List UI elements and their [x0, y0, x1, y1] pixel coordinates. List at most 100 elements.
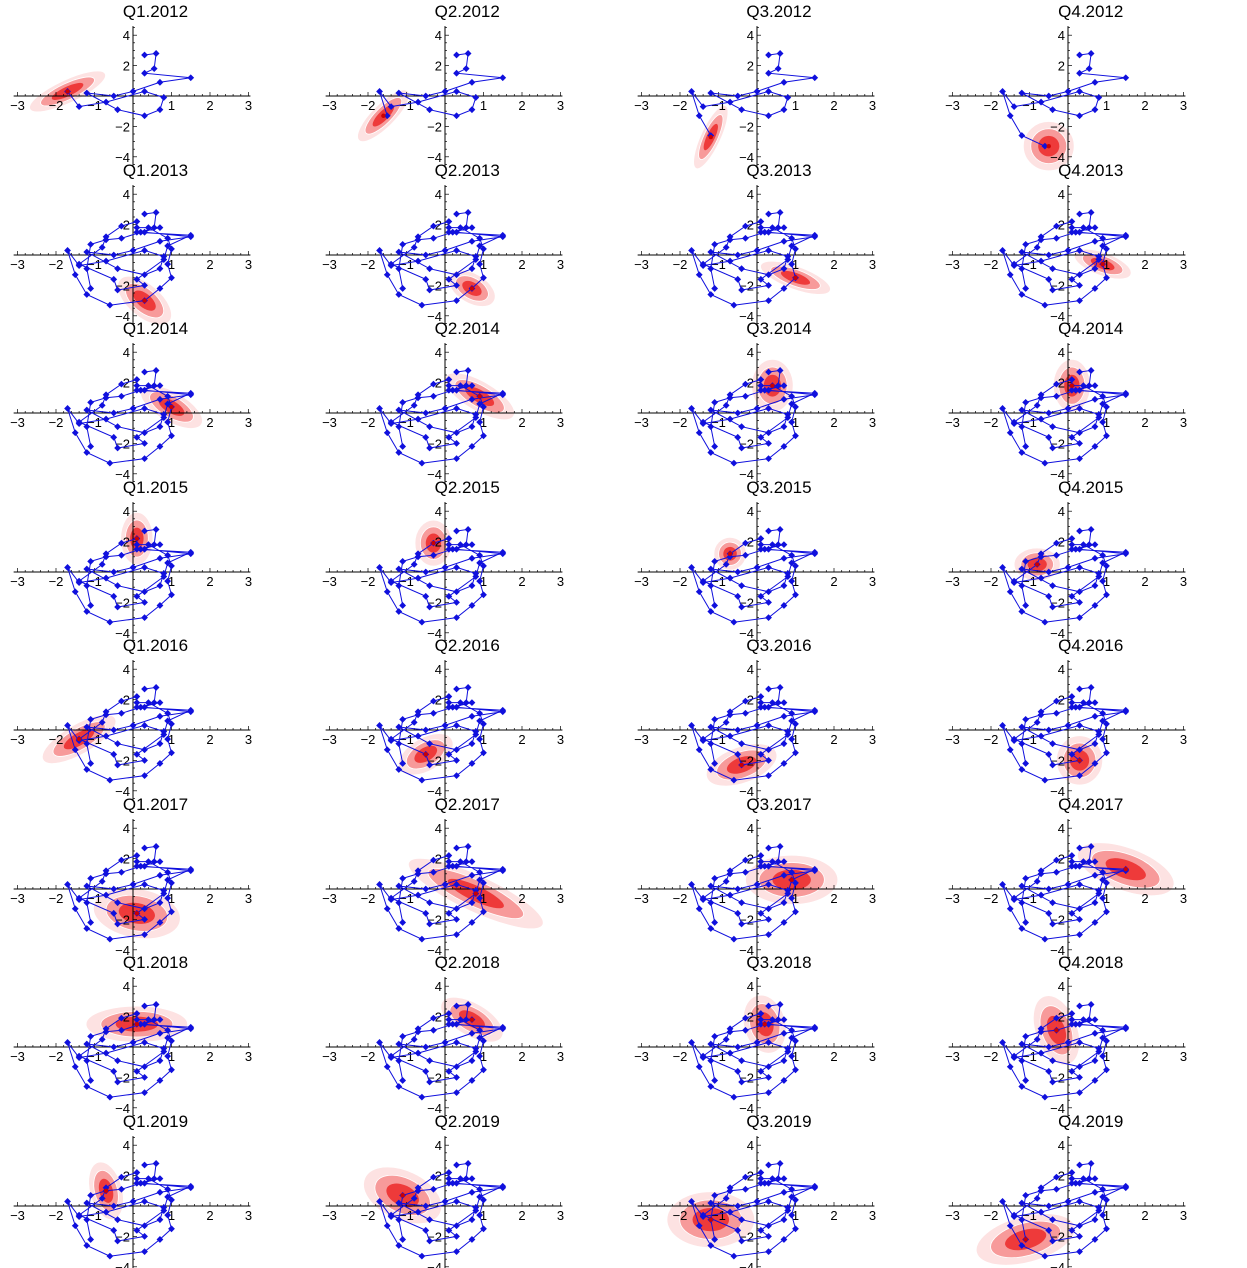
trajectory-point — [452, 405, 460, 412]
x-tick-label: −3 — [10, 574, 25, 589]
panel-plot: −3 −2 −1 1 2 3−4−224 — [634, 501, 876, 642]
trajectory-point — [422, 568, 429, 575]
panel-plot: −3 −2 −1 1 2 3−4−224 — [10, 818, 252, 959]
trajectory-point — [445, 699, 452, 707]
trajectory-point — [452, 915, 460, 923]
x-tick-label: −1 — [399, 257, 414, 272]
x-tick-label: 2 — [1142, 574, 1149, 589]
trajectory-point — [1007, 112, 1014, 120]
trajectory-point — [1022, 443, 1030, 450]
trajectory-point — [395, 1083, 402, 1090]
trajectory-point — [1049, 106, 1057, 114]
trajectory-point — [706, 607, 714, 615]
x-tick-label: −1 — [1022, 257, 1037, 272]
trajectory-point — [780, 712, 787, 720]
trajectory-point — [1076, 112, 1084, 120]
trajectory-point — [425, 1057, 433, 1065]
trajectory-point — [87, 760, 95, 767]
trajectory-point — [118, 1173, 125, 1181]
trajectory-point — [429, 551, 437, 559]
x-tick-label: 1 — [480, 574, 487, 589]
x-tick-label: 1 — [168, 732, 175, 747]
trajectory-point — [468, 443, 476, 450]
x-tick-label: 2 — [830, 891, 837, 906]
trajectory-point — [462, 65, 470, 73]
trajectory-point — [472, 255, 479, 263]
trajectory-point — [160, 255, 168, 263]
trajectory-point — [110, 92, 118, 100]
x-tick-label: −3 — [634, 574, 649, 589]
trajectory-line — [67, 369, 192, 464]
trajectory-point — [410, 1036, 418, 1043]
trajectory-point — [756, 857, 764, 865]
x-tick-label: 2 — [518, 98, 525, 113]
x-tick-label: −2 — [984, 1208, 999, 1223]
trajectory-point — [780, 237, 787, 245]
trajectory-point — [780, 699, 787, 707]
x-tick-label: −3 — [322, 1049, 337, 1064]
trajectory-point — [156, 237, 164, 245]
x-tick-label: −3 — [634, 98, 649, 113]
x-tick-label: −1 — [87, 98, 102, 113]
trajectory-point — [133, 1168, 141, 1176]
trajectory-point — [468, 581, 476, 589]
x-tick-label: −2 — [49, 732, 64, 747]
y-tick-label: −4 — [739, 1259, 754, 1268]
x-tick-label: −1 — [87, 574, 102, 589]
y-tick-label: 4 — [746, 821, 753, 836]
x-tick-label: 3 — [1180, 891, 1187, 906]
trajectory-point — [1068, 386, 1076, 394]
trajectory-point — [152, 208, 160, 216]
y-tick-label: 4 — [1058, 504, 1065, 519]
x-tick-label: −1 — [399, 415, 414, 430]
panel-title: Q2.2017 — [434, 794, 500, 814]
trajectory-point — [452, 88, 460, 95]
panel-plot: −3 −2 −1 1 2 3−4−224 — [945, 660, 1187, 800]
trajectory-point — [141, 844, 148, 851]
trajectory-point — [422, 92, 429, 100]
trajectory-point — [452, 440, 460, 447]
chart-panel: Q3.2015 −3 −2 −1 1 2 3 −4 −2 2 4 — [624, 476, 935, 642]
trajectory-point — [776, 50, 783, 57]
trajectory-point — [160, 94, 168, 101]
trajectory-point — [452, 685, 460, 693]
x-tick-label: −2 — [360, 891, 375, 906]
x-tick-label: −2 — [49, 574, 64, 589]
x-tick-label: 1 — [1103, 257, 1110, 272]
trajectory-point — [756, 223, 764, 231]
trajectory-point — [1076, 51, 1084, 59]
trajectory-point — [1064, 405, 1072, 412]
trajectory-point — [133, 540, 141, 548]
trajectory-point — [164, 551, 172, 559]
trajectory-point — [764, 1221, 772, 1229]
current-point — [1077, 758, 1082, 763]
trajectory-point — [145, 223, 152, 231]
x-tick-label: 2 — [518, 1049, 525, 1064]
panel-plot: −3 −2 −1 1 2 3−4−224 — [322, 660, 564, 800]
trajectory-point — [452, 281, 460, 289]
trajectory-point — [756, 217, 764, 225]
trajectory-point — [160, 414, 168, 421]
trajectory-point — [118, 709, 125, 717]
trajectory-point — [114, 286, 121, 293]
trajectory-point — [764, 88, 772, 95]
trajectory-point — [156, 106, 164, 114]
y-tick-label: 4 — [1058, 979, 1065, 994]
trajectory-point — [1064, 722, 1072, 729]
panel-plot: −3 −2 −1 1 2 3−4−224 — [945, 501, 1187, 642]
x-tick-label: −3 — [945, 1208, 960, 1223]
trajectory-point — [445, 693, 452, 700]
panel-plot: −3 −2 −1 1 2 3−4−224 — [634, 1135, 876, 1268]
trajectory-point — [780, 106, 787, 114]
trajectory-point — [137, 862, 145, 870]
trajectory-point — [71, 429, 79, 437]
trajectory-line — [1002, 528, 1127, 623]
trajectory-point — [1087, 684, 1095, 691]
trajectory-point — [452, 527, 460, 534]
y-tick-label: −4 — [427, 1259, 442, 1268]
x-tick-label: −1 — [711, 1049, 726, 1064]
panel-plot: −3 −2 −1 1 2 3−4−224 — [10, 501, 252, 642]
current-point — [134, 910, 140, 916]
trajectory-point — [1068, 376, 1076, 383]
current-point — [169, 404, 174, 410]
